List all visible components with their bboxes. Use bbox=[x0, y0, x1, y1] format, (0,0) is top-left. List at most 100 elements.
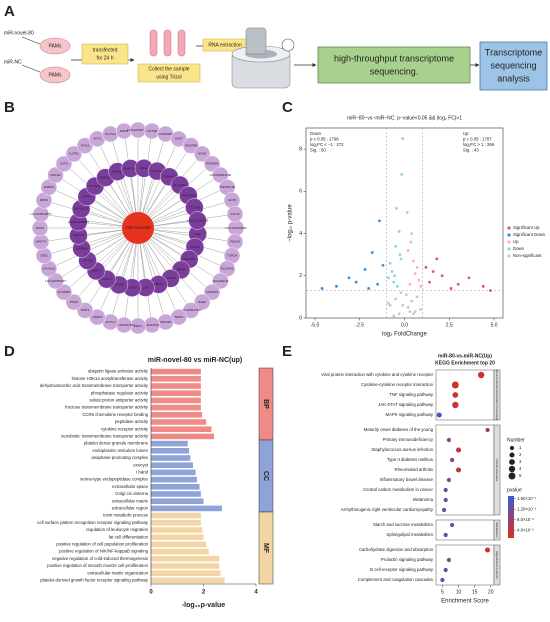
node-label: SLC11A1 bbox=[151, 169, 164, 173]
point bbox=[413, 310, 417, 314]
node-label: CDH4 bbox=[140, 166, 148, 170]
point bbox=[395, 284, 399, 288]
node-label: EMX1 bbox=[134, 324, 143, 328]
node-label: IL33 bbox=[195, 232, 201, 236]
x-tick-label: 15 bbox=[472, 589, 478, 595]
group-label: CC bbox=[262, 471, 269, 481]
node-label: RGS3 bbox=[36, 226, 45, 230]
point bbox=[404, 293, 408, 297]
dot bbox=[455, 447, 462, 453]
edge bbox=[137, 227, 166, 323]
dot bbox=[450, 457, 455, 463]
bar bbox=[151, 577, 225, 584]
edge bbox=[97, 227, 139, 318]
edge bbox=[137, 145, 192, 229]
node-label: ARHGEF40 bbox=[213, 279, 229, 283]
point bbox=[412, 259, 415, 263]
node-label: RFLNB bbox=[83, 258, 93, 262]
node-label: CCDC88C bbox=[159, 132, 174, 136]
step-text: Collect the sample bbox=[148, 66, 189, 72]
node-label: LOC100517397 bbox=[180, 308, 202, 312]
bar bbox=[151, 520, 201, 526]
y-tick-label: Sphingolipid metabolism bbox=[386, 532, 433, 537]
point bbox=[435, 257, 439, 261]
point bbox=[456, 282, 460, 286]
bar bbox=[151, 383, 201, 389]
node-label: LOC100512577 bbox=[30, 212, 52, 216]
node-label: NRXN2 bbox=[50, 173, 61, 177]
node-label: KLF15 bbox=[231, 212, 240, 216]
edge bbox=[137, 227, 203, 303]
node-label: ADAMTS6 bbox=[145, 323, 160, 327]
facet-panel bbox=[435, 519, 495, 541]
dot bbox=[484, 547, 491, 553]
node bbox=[55, 283, 73, 301]
node bbox=[55, 155, 73, 173]
step-text: sequencing bbox=[490, 60, 536, 70]
edge bbox=[84, 227, 139, 311]
bar bbox=[151, 390, 201, 396]
legend-label: Up bbox=[513, 239, 519, 244]
point bbox=[398, 253, 402, 257]
point bbox=[406, 249, 410, 252]
dot bbox=[446, 557, 451, 563]
y-tick-label: xenobiotic transmembrane transporter act… bbox=[61, 434, 149, 439]
node-label: LAT bbox=[143, 285, 148, 289]
y-tick-label: serine-type endopeptidase complex bbox=[80, 477, 149, 482]
y-tick-label: Golgi cis cisterna bbox=[115, 491, 148, 496]
cell-label: PAMs bbox=[49, 43, 62, 49]
edge bbox=[137, 227, 236, 243]
legend-title: pvalue bbox=[507, 487, 522, 493]
y-tick-label: TNF signaling pathway bbox=[389, 392, 434, 397]
legend-label: 2 bbox=[519, 452, 522, 457]
panel-label: A bbox=[4, 3, 15, 20]
node-label: LOC110255927 bbox=[45, 279, 66, 283]
node-label: LOC102161542 bbox=[127, 128, 149, 132]
dot bbox=[485, 427, 490, 433]
facet-strip bbox=[493, 544, 501, 586]
edge bbox=[137, 163, 213, 229]
bar bbox=[151, 455, 191, 461]
y-tick-label: 6 bbox=[299, 189, 302, 195]
bar bbox=[151, 534, 204, 540]
y-tick-label: Arrhythmogenic right ventricular cardiom… bbox=[341, 507, 434, 512]
edge bbox=[137, 227, 213, 293]
y-tick-label: Maturity onset diabetes of the young bbox=[364, 427, 434, 432]
facet-strip bbox=[493, 424, 501, 516]
point bbox=[401, 137, 405, 140]
edge bbox=[137, 213, 236, 229]
y-tick-label: 0 bbox=[299, 315, 302, 321]
y-tick-label: fructose transmembrane transporter activ… bbox=[65, 405, 149, 410]
y-tick-label: Melanoma bbox=[413, 497, 434, 502]
node-label: CIITA bbox=[60, 162, 67, 166]
y-tick-label: solute:proton antiporter activity bbox=[89, 398, 148, 403]
bar bbox=[151, 498, 204, 504]
edge bbox=[137, 227, 233, 256]
node-label: LOC102162294 bbox=[225, 226, 247, 230]
point bbox=[409, 240, 413, 244]
y-tick-label: platelet dense granule membrane bbox=[84, 441, 149, 446]
facet-label: Human Diseases bbox=[495, 459, 499, 482]
node-label: LOC102157362 bbox=[113, 323, 135, 327]
bar bbox=[151, 491, 201, 497]
node-label: FAM76B bbox=[183, 257, 195, 261]
edge bbox=[123, 227, 139, 326]
step-text: analysis bbox=[497, 73, 530, 83]
point bbox=[419, 284, 423, 288]
point bbox=[399, 257, 403, 261]
bar bbox=[151, 376, 201, 382]
point bbox=[386, 301, 390, 305]
node-label: SYTL1 bbox=[106, 320, 116, 324]
dot bbox=[443, 497, 448, 503]
bar bbox=[151, 548, 209, 555]
y-tick-label: Rheumatoid arthritis bbox=[395, 467, 433, 472]
point bbox=[467, 276, 471, 280]
annotation: Up bbox=[463, 131, 469, 136]
legend-label: Significant Down bbox=[513, 232, 546, 237]
colorbar-label: 8.0×10⁻² bbox=[517, 517, 535, 522]
y-tick-label: positive regulation of cell population p… bbox=[56, 542, 148, 547]
node-label: MAFB bbox=[120, 129, 128, 133]
point bbox=[388, 261, 392, 265]
arrow bbox=[21, 64, 41, 73]
